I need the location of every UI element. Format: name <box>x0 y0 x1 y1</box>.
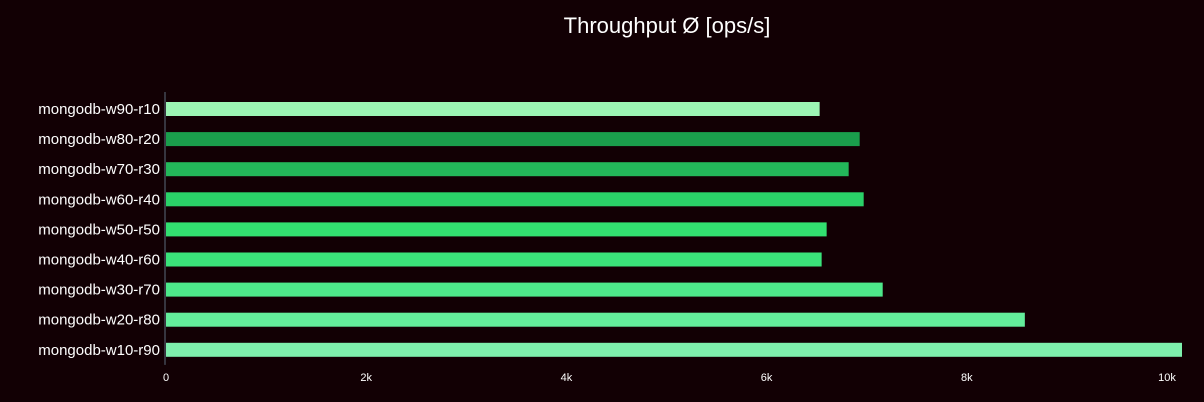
bar-mongodb-w20-r80 <box>166 312 1025 327</box>
category-labels: mongodb-w90-r10 mongodb-w80-r20 mongodb-w7… <box>38 101 160 359</box>
bar-mongodb-w80-r20 <box>166 132 860 147</box>
x-tick-labels: 0 2k 4k 6k 8k 10k <box>163 372 1176 384</box>
x-tick-label: 6k <box>761 372 773 384</box>
category-label: mongodb-w50-r50 <box>38 221 160 238</box>
bar-mongodb-w40-r60 <box>166 252 822 267</box>
x-tick-label: 0 <box>163 372 169 384</box>
category-label: mongodb-w30-r70 <box>38 282 160 299</box>
x-tick-label: 2k <box>360 372 372 384</box>
chart-title: Throughput Ø [ops/s] <box>564 13 771 38</box>
category-label: mongodb-w90-r10 <box>38 101 160 118</box>
bar-mongodb-w90-r10 <box>166 102 820 116</box>
bar-mongodb-w10-r90 <box>166 342 1182 357</box>
x-tick-label: 4k <box>561 372 573 384</box>
category-label: mongodb-w80-r20 <box>38 131 160 148</box>
category-label: mongodb-w10-r90 <box>38 342 160 359</box>
category-label: mongodb-w20-r80 <box>38 312 160 329</box>
category-label: mongodb-w40-r60 <box>38 252 160 269</box>
bar-mongodb-w30-r70 <box>166 282 883 297</box>
bar-group <box>166 102 1182 357</box>
category-label: mongodb-w60-r40 <box>38 191 160 208</box>
bar-mongodb-w50-r50 <box>166 222 827 237</box>
x-tick-label: 8k <box>961 372 973 384</box>
bar-mongodb-w60-r40 <box>166 192 864 207</box>
category-label: mongodb-w70-r30 <box>38 161 160 178</box>
bar-mongodb-w70-r30 <box>166 162 849 177</box>
x-tick-label: 10k <box>1158 372 1176 384</box>
